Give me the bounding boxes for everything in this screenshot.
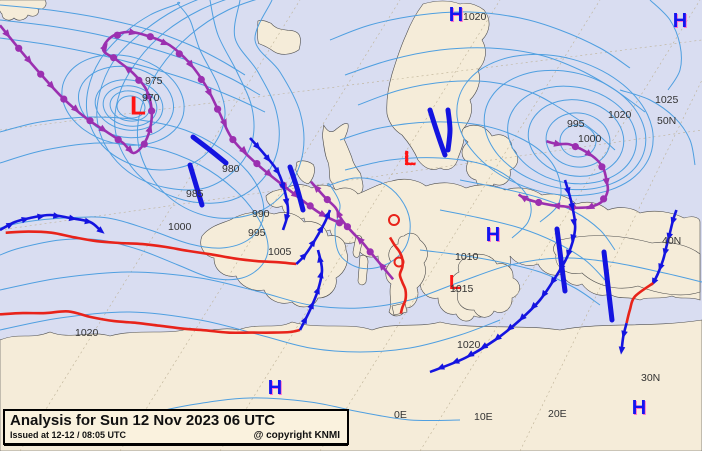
svg-text:@ copyright KNMI: @ copyright KNMI: [254, 430, 341, 441]
svg-text:20E: 20E: [548, 408, 567, 420]
svg-text:980: 980: [222, 163, 240, 175]
svg-text:995: 995: [248, 227, 266, 239]
svg-text:H: H: [632, 397, 646, 419]
svg-text:1000: 1000: [578, 133, 602, 145]
svg-text:985: 985: [186, 188, 204, 200]
svg-text:1020: 1020: [457, 339, 481, 351]
svg-text:1020: 1020: [463, 11, 487, 23]
svg-text:30N: 30N: [641, 372, 660, 384]
svg-text:0E: 0E: [394, 409, 407, 421]
svg-text:H: H: [486, 224, 500, 246]
svg-text:Analysis for Sun 12 Nov 2023 0: Analysis for Sun 12 Nov 2023 06 UTC: [10, 412, 275, 429]
svg-text:1010: 1010: [455, 251, 479, 263]
svg-text:H: H: [268, 377, 282, 399]
svg-text:L: L: [404, 148, 416, 170]
svg-text:1025: 1025: [655, 94, 679, 106]
svg-text:970: 970: [142, 92, 160, 104]
svg-text:Issued at 12-12 / 08:05 UTC: Issued at 12-12 / 08:05 UTC: [10, 430, 127, 440]
svg-text:995: 995: [567, 118, 585, 130]
svg-text:10E: 10E: [474, 411, 493, 423]
svg-text:1005: 1005: [268, 246, 292, 258]
svg-text:1020: 1020: [608, 109, 632, 121]
svg-text:40N: 40N: [662, 235, 681, 247]
svg-text:H: H: [673, 10, 687, 32]
svg-text:975: 975: [145, 75, 163, 87]
svg-text:1020: 1020: [75, 327, 99, 339]
svg-text:990: 990: [252, 208, 270, 220]
svg-text:1000: 1000: [168, 221, 192, 233]
svg-text:50N: 50N: [657, 115, 676, 127]
svg-text:H: H: [449, 4, 463, 26]
svg-text:1015: 1015: [450, 283, 474, 295]
